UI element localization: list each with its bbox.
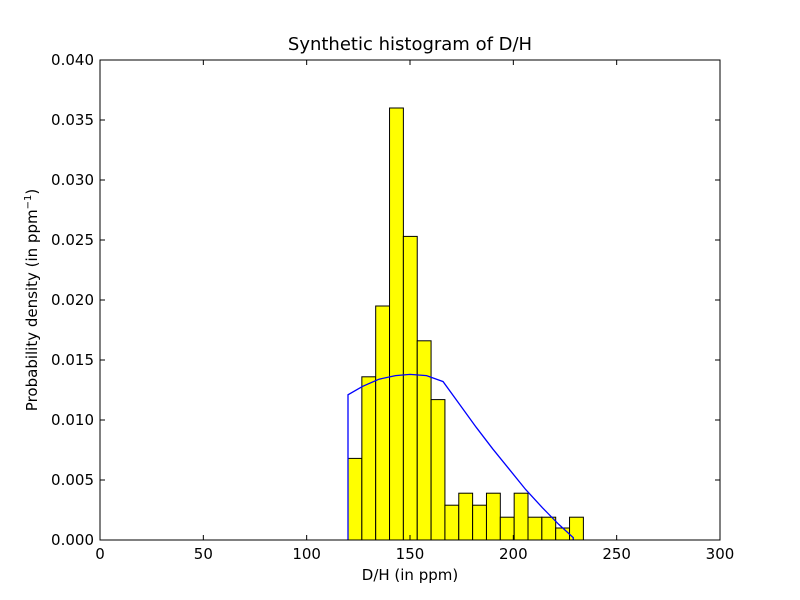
y-tick-label: 0.030 <box>51 171 94 189</box>
histogram-bar <box>472 504 487 541</box>
y-axis-ticks: 0.000 0.005 0.010 0.015 0.020 0.025 0.030 0.035… <box>51 51 720 549</box>
y-tick-label: 0.010 <box>51 411 94 429</box>
y-axis-label-sup: −1 <box>23 195 34 210</box>
y-tick-label: 0.035 <box>51 111 94 129</box>
histogram-bar <box>430 399 446 541</box>
histogram-bar <box>527 516 543 541</box>
y-axis-label-end: ) <box>23 189 41 195</box>
x-tick-label: 50 <box>194 545 213 563</box>
x-tick-label: 100 <box>292 545 321 563</box>
density-curve-layer <box>347 373 574 540</box>
histogram-bar <box>458 492 474 541</box>
histogram-bars <box>347 107 584 541</box>
y-tick-label: 0.000 <box>51 531 94 549</box>
x-axis-label: D/H (in ppm) <box>362 566 458 584</box>
y-tick-label: 0.025 <box>51 231 94 249</box>
density-curve <box>347 373 574 540</box>
y-tick-label: 0.020 <box>51 291 94 309</box>
y-tick-label: 0.015 <box>51 351 94 369</box>
histogram-bar <box>555 527 571 541</box>
histogram-bar <box>513 492 529 541</box>
histogram-bar <box>485 492 501 541</box>
x-tick-label: 0 <box>95 545 105 563</box>
x-axis-ticks: 0 50 100 150 200 250 300 <box>95 60 734 563</box>
histogram-bar <box>499 516 515 541</box>
y-tick-label: 0.040 <box>51 51 94 69</box>
chart-title: Synthetic histogram of D/H <box>288 34 532 55</box>
x-tick-label: 200 <box>499 545 528 563</box>
x-tick-label: 150 <box>396 545 425 563</box>
y-tick-label: 0.005 <box>51 471 94 489</box>
histogram-bar <box>361 376 377 541</box>
y-axis-label: Probability density (in ppm−1) <box>23 189 41 411</box>
x-tick-label: 300 <box>706 545 735 563</box>
histogram-bar <box>375 305 391 541</box>
histogram-bar <box>541 516 557 541</box>
histogram-bar <box>347 457 363 541</box>
y-axis-label-main: Probability density (in ppm <box>23 209 41 411</box>
histogram-bar <box>444 504 460 541</box>
histogram-bar <box>402 235 418 541</box>
x-tick-label: 250 <box>602 545 631 563</box>
histogram-bar <box>416 340 432 541</box>
histogram-bar <box>389 107 404 541</box>
